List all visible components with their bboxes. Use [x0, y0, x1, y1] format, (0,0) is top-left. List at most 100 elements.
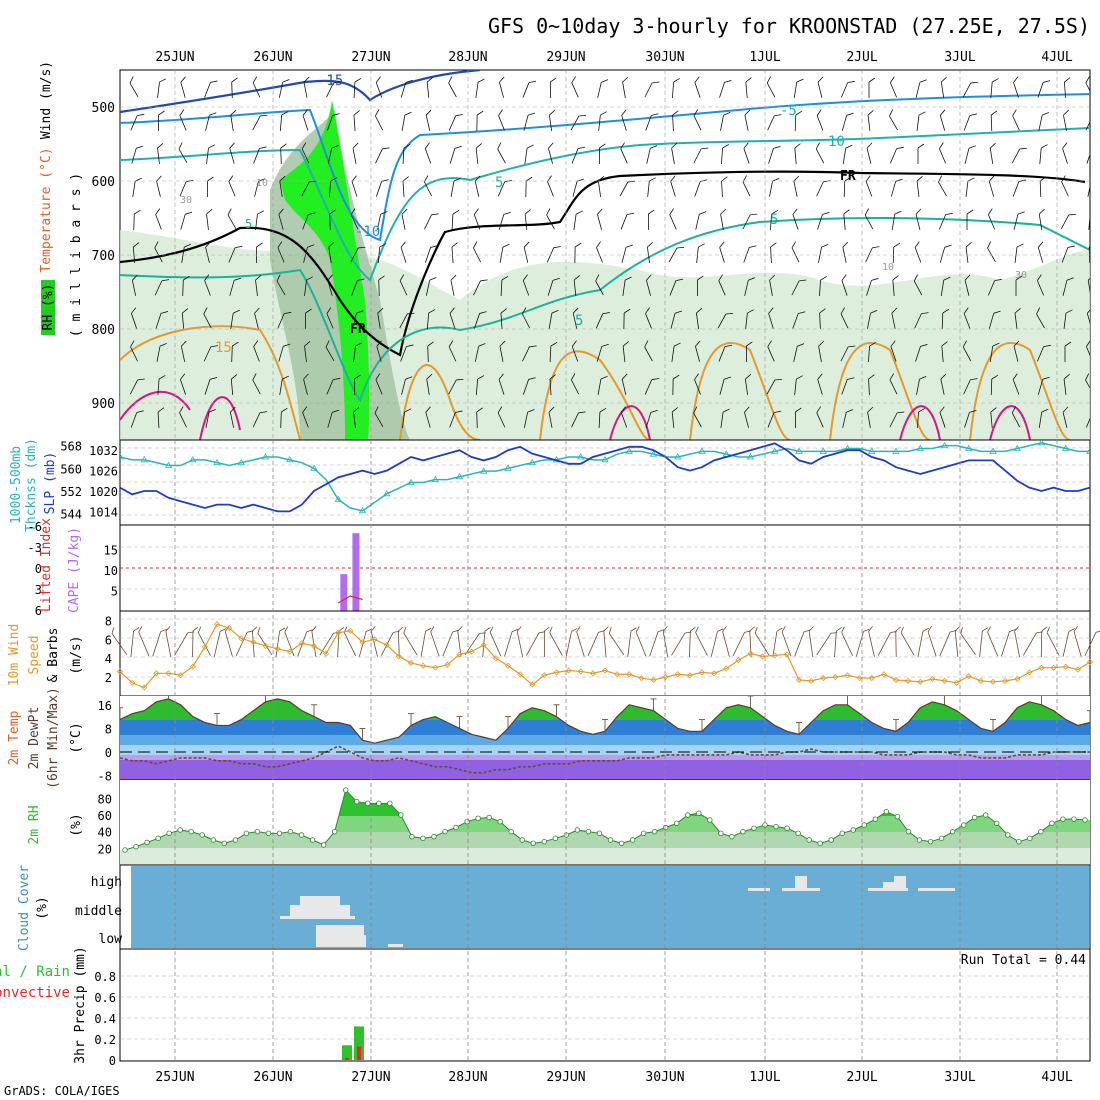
wind10-marker [262, 642, 269, 650]
rh-marker [618, 840, 625, 847]
upper-wind-barb [523, 112, 536, 131]
upper-wind-barb [523, 377, 536, 395]
wind10-marker [395, 653, 402, 660]
upper-wind-barb [1063, 309, 1073, 329]
thickness-marker [698, 447, 706, 454]
lifted-index-tick-label: 6 [35, 604, 42, 618]
wind10-tick-label: 4 [105, 652, 112, 666]
run-total: Run Total = 0.44 [961, 953, 1086, 968]
upper-wind-barb [549, 77, 557, 99]
upper-wind-barb [794, 110, 803, 132]
upper-wind-barb [375, 147, 390, 164]
upper-wind-barb [425, 406, 431, 428]
wind10-marker [238, 635, 245, 642]
upper-wind-barb [227, 208, 237, 230]
upper-wind-barb [915, 344, 928, 362]
upper-wind-barb [376, 340, 382, 362]
upper-wind-barb [793, 343, 805, 362]
wind10-marker [892, 676, 900, 684]
upper-wind-barb [767, 340, 775, 362]
contour-label-fr-b: FR [350, 322, 366, 337]
upper-wind-barb [1037, 344, 1051, 362]
cloud-label-2: (%) [35, 896, 50, 919]
wind10-marker [492, 655, 499, 662]
upper-wind-barb [962, 81, 978, 98]
thickness-marker [286, 456, 294, 463]
thickness-label-2: Thcknss (dm) [24, 438, 39, 532]
wind10-marker [298, 640, 305, 647]
rh-marker [342, 787, 349, 793]
upper-wind-barb [133, 209, 141, 231]
lifted-index-tick-label: -6 [28, 520, 42, 534]
upper-wind-barb [815, 142, 825, 164]
wind10-marker [189, 663, 196, 670]
upper-wind-barb [279, 175, 286, 197]
temp-contour-20-wave [120, 391, 1031, 440]
thickness-marker [164, 461, 173, 468]
rh-marker [1060, 816, 1066, 822]
rh-marker [254, 828, 261, 835]
cloud-mid-2 [290, 905, 350, 916]
wind10-barb [960, 627, 976, 656]
upper-wind-barb [1085, 76, 1090, 98]
rh-marker [927, 838, 934, 845]
wind10-marker [747, 650, 754, 657]
upper-wind-barb [231, 77, 238, 99]
upper-wind-barb [988, 175, 995, 197]
upper-wind-barb [794, 143, 801, 165]
upper-wind-barb [939, 406, 946, 428]
wind10-barb [138, 626, 150, 657]
upper-wind-barb [400, 79, 413, 98]
upper-wind-barb [963, 307, 971, 329]
upper-wind-barb [1063, 374, 1070, 395]
contour-label-5c: 5 [575, 313, 583, 329]
upper-wind-barb [572, 307, 579, 329]
upper-wind-barb [203, 345, 219, 362]
wind10-marker [723, 665, 730, 672]
rh-marker [740, 828, 746, 835]
wind10-barb [565, 628, 578, 657]
upper-wind-barb [695, 340, 701, 362]
upper-wind-barb [744, 109, 751, 131]
upper-wind-barb [573, 275, 580, 296]
upper-wind-barb [1086, 307, 1090, 329]
wind10-barb [979, 627, 988, 657]
upper-wind-barb [131, 307, 137, 329]
upper-wind-barb [327, 145, 339, 164]
upper-wind-barb [400, 344, 414, 362]
upper-wind-barb [402, 408, 412, 428]
rh-marker [596, 830, 603, 837]
upper-wind-barb [278, 343, 291, 362]
upper-wind-barb [1061, 175, 1069, 197]
thickness-marker [504, 464, 512, 471]
upper-wind-barb [180, 211, 193, 230]
upper-wind-barb [377, 307, 384, 329]
rh-marker [629, 837, 636, 843]
upper-wind-barb [547, 175, 554, 197]
upper-wind-barb [278, 79, 290, 98]
temp-band-4 [120, 735, 1090, 745]
thickness-marker [625, 447, 633, 454]
thickness-marker [140, 456, 148, 463]
wind10-marker [686, 672, 693, 679]
upper-wind-barb [693, 406, 702, 428]
wind10-label-2: Speed [27, 635, 42, 674]
upper-wind-barb [1064, 341, 1072, 362]
wind10-marker [577, 668, 584, 675]
upper-wind-barb [522, 80, 537, 98]
thickness-marker [819, 447, 827, 454]
upper-wind-barb [253, 340, 260, 362]
upper-wind-barb [1039, 176, 1047, 198]
wind10-barb [662, 626, 669, 657]
upper-wind-barb [303, 373, 309, 395]
upper-wind-barb [670, 175, 676, 197]
thickness-marker [213, 458, 221, 466]
thickness-marker [577, 453, 585, 460]
upper-wind-barb [499, 76, 505, 98]
rh-marker [177, 827, 183, 833]
upper-wind-barb [868, 374, 875, 396]
upper-wind-barb [326, 377, 341, 395]
upper-wind-barb [229, 277, 242, 296]
wind10-tick-label: 6 [105, 633, 112, 647]
upper-wind-barb [571, 411, 586, 428]
